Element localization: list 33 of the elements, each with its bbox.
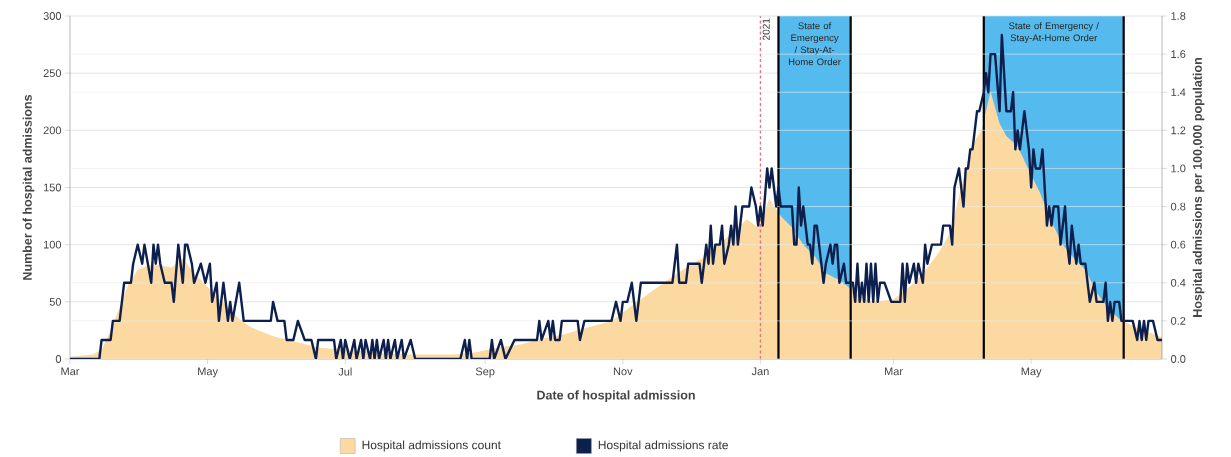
y2-tick-label: 1.2 [1171, 126, 1186, 135]
y2-tick-label: 0.0 [1171, 355, 1186, 363]
y-tick-label: 200 [43, 126, 62, 135]
y2-tick-label: 0.2 [1171, 316, 1186, 325]
band-label: State of Emergency / Stay-At-Home Order [1009, 22, 1099, 44]
x-tick-label: May [198, 367, 218, 378]
x-tick-label: May [1021, 367, 1042, 378]
legend-label: Hospital admissions rate [598, 440, 728, 452]
x-tick-label: Sep [475, 367, 495, 378]
y2-tick-label: 0.6 [1171, 240, 1186, 249]
y-tick-label: 50 [49, 297, 62, 306]
y2-tick-label: 1.0 [1171, 164, 1186, 173]
y-tick-label: 300 [43, 12, 62, 20]
y-axis-title: Number of hospital admissions [22, 94, 35, 280]
y-tick-label: 250 [43, 69, 62, 78]
x-tick-label: Mar [61, 367, 80, 376]
y-tick-label: 100 [43, 240, 62, 249]
y-tick-label: 150 [43, 183, 62, 192]
x-axis-title: Date of hospital admission [537, 390, 695, 402]
y2-tick-label: 1.4 [1171, 88, 1186, 96]
x-tick-label: Nov [613, 367, 633, 376]
x-tick-label: Jan [751, 367, 769, 376]
y2-axis-title: Hospital admissions per 100,000 population [1192, 58, 1205, 317]
ref-line-label: 2021 [762, 18, 770, 40]
band-label: State of Emergency / Stay-At-Home Order [788, 22, 841, 66]
y2-tick-label: 0.8 [1171, 202, 1186, 211]
y2-tick-label: 0.4 [1171, 278, 1186, 287]
y2-tick-label: 1.6 [1171, 50, 1186, 59]
y2-tick-label: 1.8 [1171, 12, 1186, 20]
legend-label: Hospital admissions count [362, 440, 501, 452]
x-tick-label: Jul [338, 367, 352, 376]
y-tick-label: 0 [55, 355, 62, 363]
x-tick-label: Mar [884, 367, 903, 376]
